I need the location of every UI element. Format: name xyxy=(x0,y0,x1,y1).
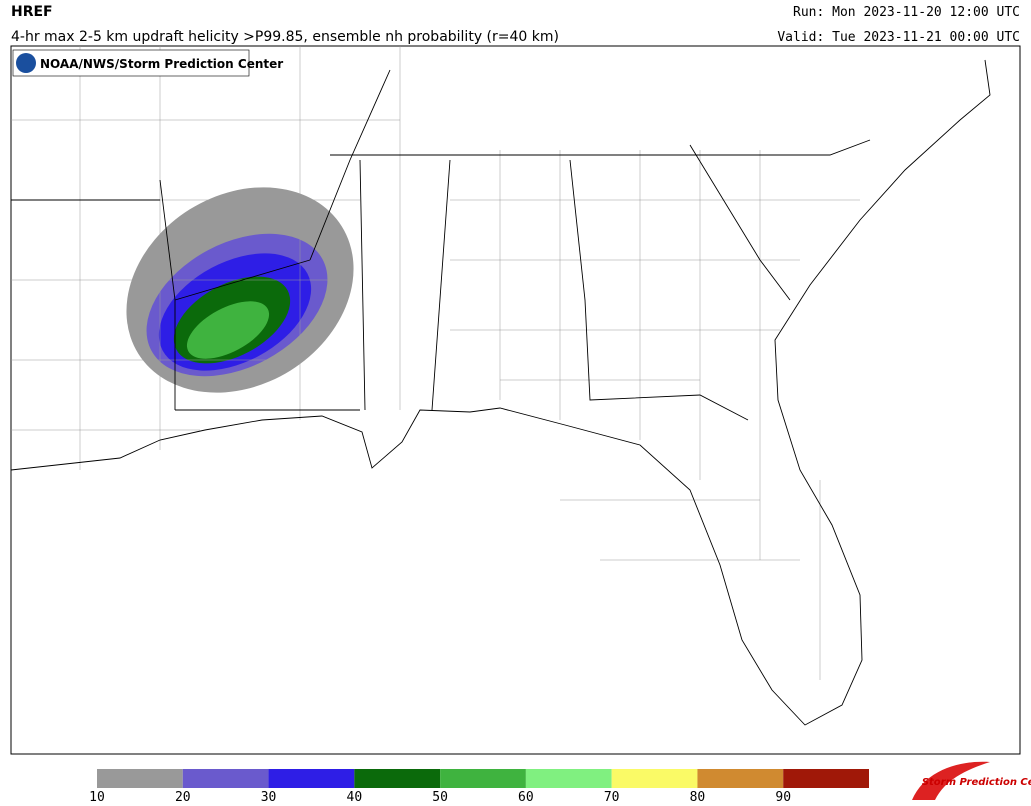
legend-swatch xyxy=(440,769,526,788)
legend-swatch xyxy=(268,769,355,788)
legend-swatch xyxy=(354,769,441,788)
legend-swatch xyxy=(697,769,784,788)
run-time: Run: Mon 2023-11-20 12:00 UTC xyxy=(793,5,1020,20)
credit: NOAA/NWS/Storm Prediction Center xyxy=(40,57,283,71)
legend-label: 70 xyxy=(604,790,620,805)
legend-swatch xyxy=(97,769,183,788)
legend: 10 20 30 40 50 60 70 80 90 xyxy=(89,769,869,805)
legend-label: 10 xyxy=(89,790,105,805)
legend-swatch xyxy=(611,769,698,788)
title: HREF xyxy=(11,4,53,20)
spc-logo: Storm Prediction Center xyxy=(912,761,1031,800)
subtitle: 4-hr max 2-5 km updraft helicity >P99.85… xyxy=(11,29,559,45)
legend-label: 80 xyxy=(690,790,706,805)
legend-label: 30 xyxy=(261,790,277,805)
state-borders xyxy=(10,59,991,726)
counties xyxy=(11,46,860,680)
logo-text: Storm Prediction Center xyxy=(922,777,1031,788)
valid-time: Valid: Tue 2023-11-21 00:00 UTC xyxy=(777,30,1020,45)
map-frame xyxy=(10,45,1021,755)
map: NOAA/NWS/Storm Prediction Center xyxy=(10,45,1021,755)
legend-swatch xyxy=(525,769,612,788)
contour xyxy=(186,301,270,359)
legend-label: 90 xyxy=(775,790,791,805)
legend-label: 40 xyxy=(347,790,363,805)
probability-contours xyxy=(126,187,354,393)
credit-box: NOAA/NWS/Storm Prediction Center xyxy=(12,49,283,77)
legend-label: 20 xyxy=(175,790,191,805)
legend-swatch xyxy=(182,769,269,788)
legend-label: 50 xyxy=(432,790,448,805)
legend-label: 60 xyxy=(518,790,534,805)
legend-swatch xyxy=(783,769,869,788)
